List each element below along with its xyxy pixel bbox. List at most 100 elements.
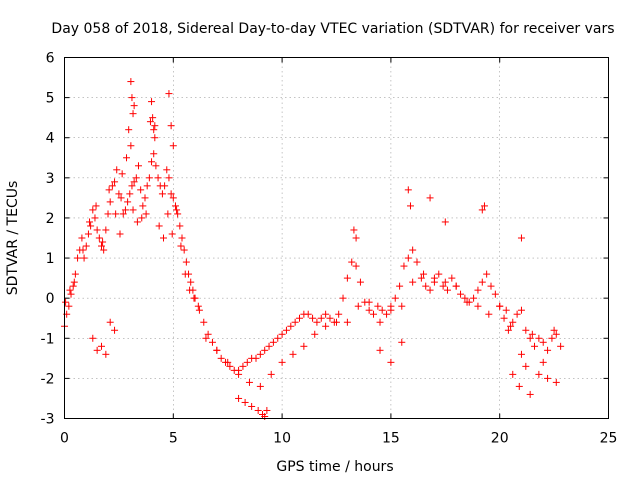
- data-point: [95, 234, 103, 242]
- data-point: [500, 314, 508, 322]
- data-point: [226, 362, 234, 370]
- data-point: [102, 226, 110, 234]
- data-point: [241, 398, 249, 406]
- data-point: [100, 246, 108, 254]
- data-point: [119, 210, 127, 218]
- data-point: [80, 254, 88, 262]
- data-point: [426, 194, 434, 202]
- data-point: [515, 382, 523, 390]
- x-tick-label: 15: [382, 431, 400, 447]
- data-point: [378, 306, 386, 314]
- data-point: [111, 326, 119, 334]
- data-point: [263, 406, 271, 414]
- data-point: [261, 346, 269, 354]
- data-point: [343, 318, 351, 326]
- y-tick-label: -3: [41, 412, 55, 428]
- x-tick-label: 25: [600, 431, 618, 447]
- data-point: [245, 378, 253, 386]
- data-point: [117, 194, 125, 202]
- data-point: [181, 270, 189, 278]
- data-point: [461, 294, 469, 302]
- data-point: [160, 234, 168, 242]
- data-point: [426, 286, 434, 294]
- data-point: [139, 202, 147, 210]
- data-point: [106, 318, 114, 326]
- y-tick-label: -2: [41, 371, 55, 387]
- data-point: [550, 326, 558, 334]
- data-point: [296, 314, 304, 322]
- data-point: [70, 278, 78, 286]
- x-axis-label: GPS time / hours: [276, 459, 393, 475]
- data-point: [93, 226, 101, 234]
- data-point: [496, 302, 504, 310]
- data-point: [177, 242, 185, 250]
- data-point: [176, 222, 184, 230]
- data-point: [243, 358, 251, 366]
- data-point: [213, 346, 221, 354]
- x-axis: 0 5 10 15 20 25: [60, 57, 618, 447]
- data-point: [128, 94, 136, 102]
- data-point: [138, 214, 146, 222]
- data-point: [552, 330, 560, 338]
- data-point: [116, 230, 124, 238]
- data-point: [504, 326, 512, 334]
- data-point: [522, 362, 530, 370]
- data-point: [269, 338, 277, 346]
- data-point: [478, 206, 486, 214]
- data-point: [457, 290, 465, 298]
- data-point: [539, 358, 547, 366]
- data-point: [79, 246, 87, 254]
- data-point: [491, 290, 499, 298]
- data-point: [526, 334, 534, 342]
- data-point: [391, 294, 399, 302]
- data-point: [69, 282, 77, 290]
- data-point: [128, 182, 136, 190]
- data-point: [352, 234, 360, 242]
- data-point: [93, 346, 101, 354]
- data-point: [137, 186, 145, 194]
- data-point: [369, 310, 377, 318]
- data-point: [150, 150, 158, 158]
- data-point: [376, 318, 384, 326]
- data-point: [265, 342, 273, 350]
- data-point: [441, 278, 449, 286]
- data-point: [87, 222, 95, 230]
- data-point: [104, 210, 112, 218]
- data-point: [335, 310, 343, 318]
- data-point: [502, 306, 510, 314]
- data-point: [413, 258, 421, 266]
- data-point: [151, 122, 159, 130]
- data-point: [256, 350, 264, 358]
- data-point: [167, 122, 175, 130]
- data-point: [163, 166, 171, 174]
- data-point: [326, 314, 334, 322]
- data-point: [383, 310, 391, 318]
- data-point: [67, 290, 75, 298]
- data-point: [187, 278, 195, 286]
- data-point: [130, 102, 138, 110]
- data-point: [374, 302, 382, 310]
- data-point: [155, 222, 163, 230]
- data-point: [404, 186, 412, 194]
- data-point: [539, 338, 547, 346]
- data-point: [78, 234, 86, 242]
- data-point: [62, 298, 70, 306]
- data-point: [409, 278, 417, 286]
- data-point: [169, 194, 177, 202]
- data-point: [339, 294, 347, 302]
- data-point: [204, 330, 212, 338]
- data-point: [148, 158, 156, 166]
- data-point: [195, 306, 203, 314]
- data-point: [420, 270, 428, 278]
- data-point: [173, 206, 181, 214]
- data-point: [148, 98, 156, 106]
- data-point: [517, 350, 525, 358]
- y-tick-label: 0: [46, 291, 55, 307]
- data-point: [194, 302, 202, 310]
- data-point: [343, 274, 351, 282]
- data-point: [513, 310, 521, 318]
- data-point: [441, 218, 449, 226]
- data-point: [113, 166, 121, 174]
- data-point: [365, 298, 373, 306]
- data-point: [409, 246, 417, 254]
